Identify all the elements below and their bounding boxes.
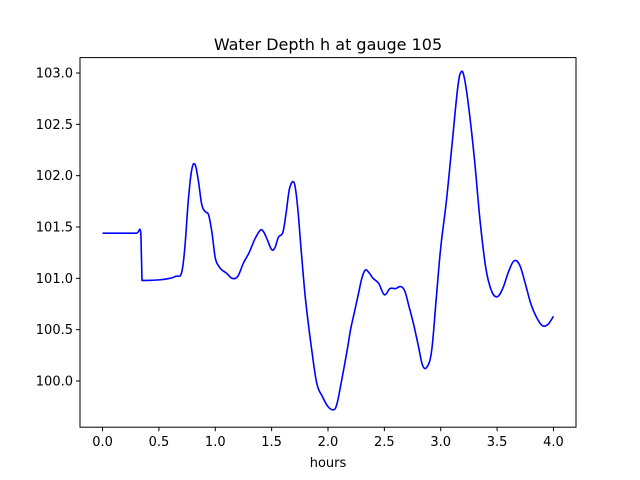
- x-tick-label: 0.0: [92, 435, 113, 450]
- x-axis: 0.0 0.5 1.0 1.5 2.0 2.5 3.0 3.5 4.0: [92, 427, 564, 450]
- x-tick-label: 4.0: [543, 435, 564, 450]
- y-tick-label: 101.0: [36, 272, 73, 287]
- x-tick-label: 0.5: [149, 435, 170, 450]
- y-tick-label: 100.0: [36, 375, 73, 390]
- water-depth-series-line: [102, 70, 555, 411]
- y-tick-label: 102.0: [36, 169, 73, 184]
- y-tick-label: 102.5: [36, 118, 73, 133]
- x-tick-label: 1.0: [205, 435, 226, 450]
- chart-title: Water Depth h at gauge 105: [214, 35, 442, 54]
- x-tick-label: 2.0: [318, 435, 339, 450]
- x-tick-label: 3.5: [487, 435, 508, 450]
- x-tick-label: 2.5: [374, 435, 395, 450]
- x-axis-label: hours: [310, 456, 347, 471]
- y-axis: 100.0 100.5 101.0 101.5 102.0 102.5 103.0: [36, 67, 80, 390]
- plot-frame: [79, 57, 577, 428]
- y-tick-label: 100.5: [36, 323, 73, 338]
- y-tick-label: 103.0: [36, 67, 73, 82]
- x-tick-label: 3.0: [430, 435, 451, 450]
- y-tick-label: 101.5: [36, 221, 73, 236]
- x-tick-label: 1.5: [261, 435, 282, 450]
